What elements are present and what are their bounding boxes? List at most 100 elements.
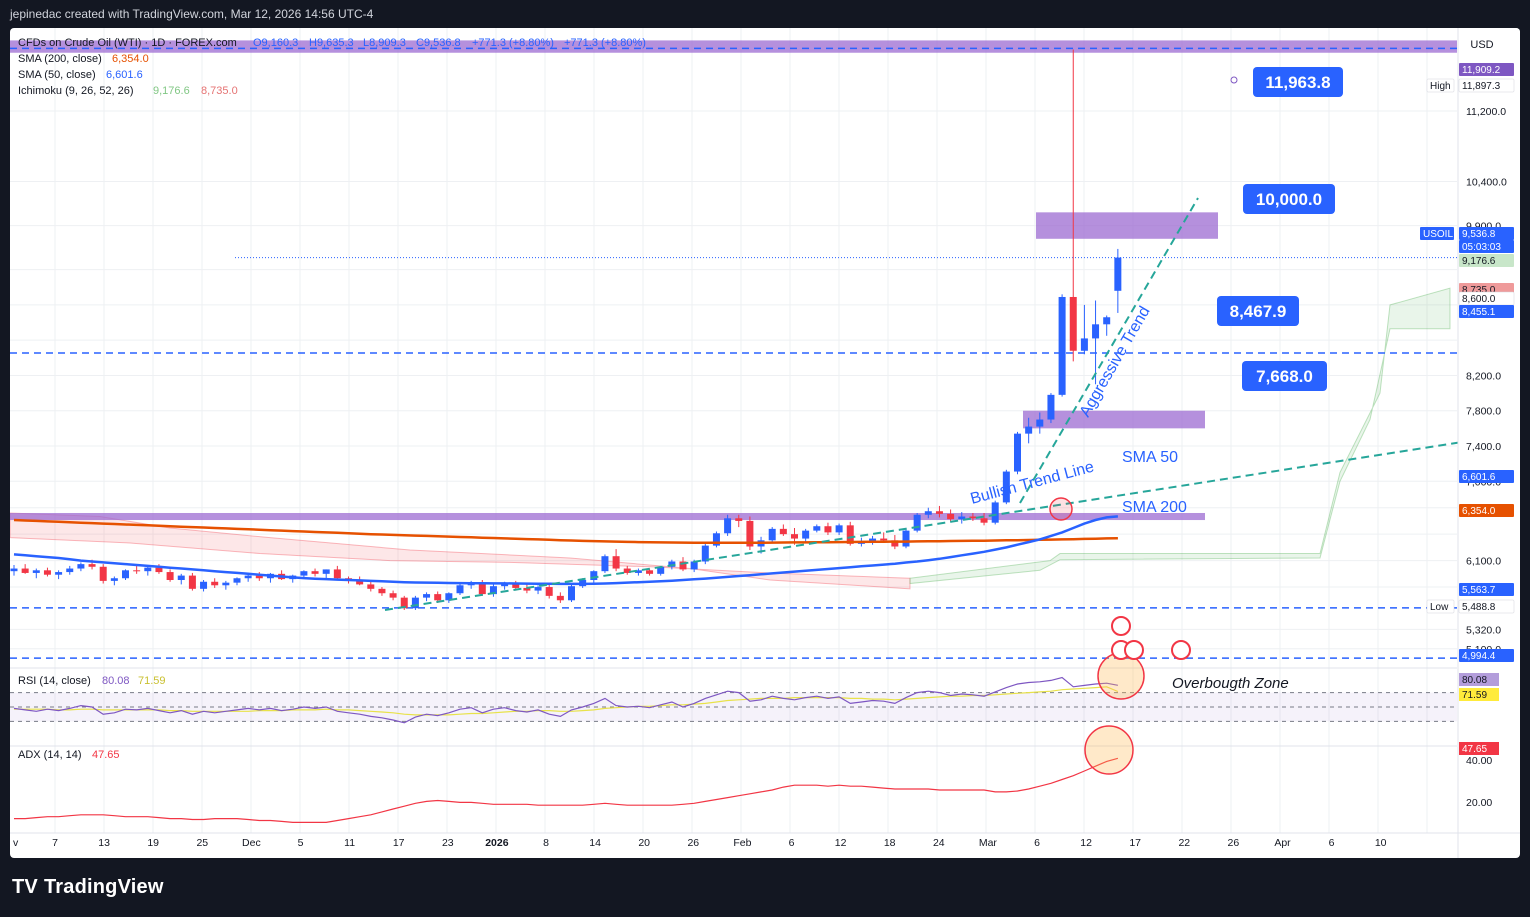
label-low-bg xyxy=(1426,599,1455,614)
candle xyxy=(712,531,720,548)
candle xyxy=(322,569,330,579)
adx-pane[interactable] xyxy=(10,745,1457,823)
candle-body xyxy=(523,587,531,591)
time-tick: 5 xyxy=(298,837,304,849)
label-11909: 11,909.2 xyxy=(1459,63,1514,76)
candle xyxy=(947,509,955,522)
legend-ichimoku-v2: 8,735.0 xyxy=(201,85,238,97)
candle xyxy=(489,584,497,597)
candle xyxy=(66,565,74,575)
label-last-bg xyxy=(1459,227,1514,240)
event-flag-icon xyxy=(1111,616,1131,636)
legend-adx-v1: 47.65 xyxy=(92,749,120,761)
candle-body xyxy=(779,528,787,535)
candle-body xyxy=(768,528,776,541)
candle-body xyxy=(1014,433,1021,472)
label-usoil-text: USOIL xyxy=(1423,229,1453,240)
candle-body xyxy=(222,582,230,586)
candle-body xyxy=(200,581,208,589)
candle xyxy=(724,514,732,536)
price-zones xyxy=(10,40,1457,521)
sma200-annotation: SMA 200 xyxy=(1122,499,1187,516)
candle xyxy=(200,580,208,592)
rsi-pane[interactable] xyxy=(10,667,1457,724)
time-tick: 18 xyxy=(884,837,896,849)
adx-line xyxy=(14,757,1119,823)
legend-sma200-value: 6,354.0 xyxy=(112,53,149,65)
aggressive-trend-line xyxy=(1019,197,1199,504)
badge-11963: 11,963.8 xyxy=(1253,67,1343,97)
label-4994: 4,994.4 xyxy=(1459,649,1514,662)
candle-body xyxy=(556,595,564,601)
candle xyxy=(612,549,620,572)
candle-body xyxy=(255,575,263,579)
candle-body xyxy=(1058,296,1066,395)
tradingview-logo-icon: TV xyxy=(12,876,38,898)
label-high-text: High xyxy=(1430,81,1451,92)
price-tick: 7,800.0 xyxy=(1466,406,1501,418)
time-tick: Apr xyxy=(1274,837,1291,849)
candle-body xyxy=(947,513,955,520)
price-axis[interactable]: USD11,200.010,400.09,900.08,200.07,800.0… xyxy=(1420,28,1520,858)
candle-body xyxy=(634,570,642,573)
badge-10000-text: 10,000.0 xyxy=(1256,190,1322,209)
axis-bg xyxy=(1458,28,1520,833)
label-5488-bg xyxy=(1458,599,1515,614)
candle-body xyxy=(835,525,843,533)
time-axis[interactable]: v 7 13 19 25 Dec 5 11 17 23 2026 8 14 20 26 Feb 6 12 18 24 M… xyxy=(10,832,1520,849)
candle xyxy=(980,512,988,526)
legend-adx-label: ADX (14, 14) xyxy=(18,749,82,761)
candle xyxy=(935,505,943,518)
price-tick: 8,200.0 xyxy=(1466,370,1501,382)
candle xyxy=(556,592,564,603)
label-8600-text: 8,600.0 xyxy=(1462,294,1496,305)
candle xyxy=(333,565,341,581)
candle-body xyxy=(21,568,29,573)
candle-body xyxy=(1103,317,1111,325)
time-tick: 20 xyxy=(638,837,650,849)
candle-body xyxy=(646,570,654,574)
rsi-line xyxy=(13,676,1119,724)
label-11897: 11,897.3 xyxy=(1458,78,1515,93)
candle-body xyxy=(445,593,453,601)
time-tick: 17 xyxy=(1129,837,1141,849)
label-11897-bg xyxy=(1458,78,1515,93)
candle xyxy=(969,512,977,521)
time-tick: 19 xyxy=(147,837,159,849)
candle xyxy=(99,564,107,584)
grid xyxy=(10,28,1457,833)
candle xyxy=(924,507,932,519)
candle xyxy=(77,562,85,572)
candle-body xyxy=(980,518,988,523)
candles[interactable] xyxy=(10,49,1122,610)
bullish-trend-line xyxy=(384,432,1520,611)
candle-body xyxy=(701,545,709,562)
candle xyxy=(43,567,51,577)
candle xyxy=(233,577,241,586)
candle-body xyxy=(144,567,152,572)
time-tick: 6 xyxy=(1329,837,1335,849)
label-5563-text: 5,563.7 xyxy=(1462,585,1496,596)
candle-body xyxy=(356,580,364,585)
legend-rsi-v1: 80.08 xyxy=(102,675,130,687)
candle-body xyxy=(32,570,40,573)
candle xyxy=(222,580,230,590)
cross-marker xyxy=(1049,497,1073,521)
footer: TV TradingView xyxy=(0,858,1530,917)
candle-body xyxy=(1114,257,1122,291)
label-8455-bg xyxy=(1459,305,1514,318)
adx-highlight xyxy=(1084,725,1134,775)
legend-sma50-value: 6,601.6 xyxy=(106,69,143,81)
candle-body xyxy=(166,572,174,581)
label-low-text: Low xyxy=(1430,602,1449,613)
candle-body xyxy=(679,561,687,570)
time-tick: 12 xyxy=(1080,837,1092,849)
tradingview-logo[interactable]: TV TradingView xyxy=(12,876,164,899)
candle-body xyxy=(791,534,798,539)
time-tick: Mar xyxy=(979,837,998,849)
candle-body xyxy=(1047,394,1055,420)
time-tick: 26 xyxy=(1228,837,1240,849)
trend-lines[interactable] xyxy=(384,197,1520,611)
price-chart[interactable]: 11,963.8 10,000.0 8,467.9 7,668.0 SMA 50 SMA … xyxy=(10,28,1520,858)
chart-frame[interactable]: 11,963.8 10,000.0 8,467.9 7,668.0 SMA 50 SMA … xyxy=(10,28,1520,858)
